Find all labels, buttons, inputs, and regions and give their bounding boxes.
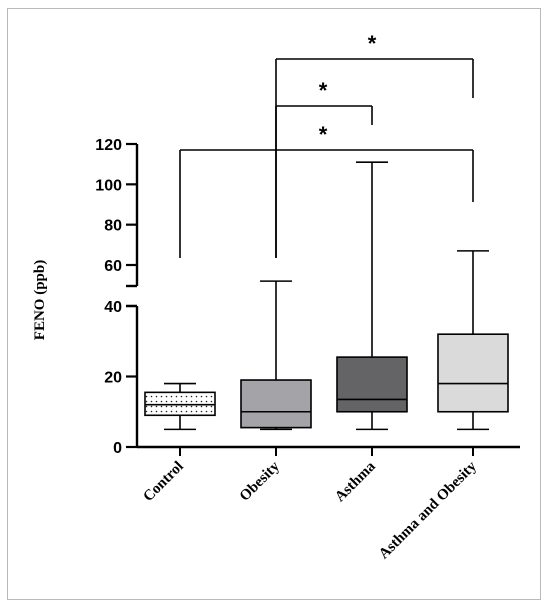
- y-tick-label: 100: [95, 177, 122, 194]
- significance-star: *: [319, 122, 328, 147]
- y-tick-label: 40: [104, 299, 122, 316]
- figure-frame: [7, 8, 541, 600]
- x-category-label: Control: [140, 459, 186, 505]
- y-tick-label: 120: [95, 137, 122, 154]
- y-tick-label: 60: [104, 258, 122, 275]
- box-1: [240, 379, 312, 429]
- y-tick-label: 0: [113, 440, 122, 457]
- x-category-label: Obesity: [237, 458, 283, 504]
- box-0: [144, 391, 216, 417]
- box-3: [437, 333, 509, 413]
- significance-star: *: [319, 78, 328, 103]
- x-category-label: Asthma: [332, 458, 379, 505]
- y-tick-label: 80: [104, 218, 122, 235]
- box-2: [336, 356, 408, 413]
- significance-star: *: [368, 31, 377, 56]
- x-category-label: Asthma and Obesity: [376, 458, 480, 562]
- y-axis-label: FENO (ppb): [32, 260, 48, 340]
- y-tick-label: 20: [104, 370, 122, 387]
